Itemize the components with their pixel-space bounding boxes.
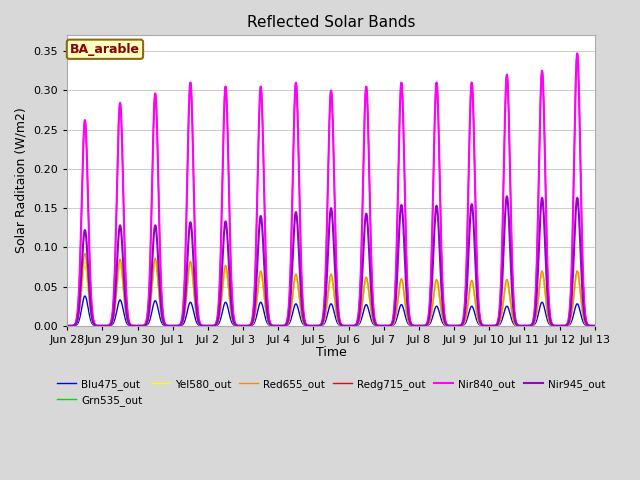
Blu475_out [81,293,89,299]
Blu475_out [529,323,536,328]
Yel580_out [152,259,159,264]
Nir840_out [528,321,536,327]
Nir945_out [63,323,71,329]
Grn535_out [63,323,71,329]
Red655_out [168,323,176,329]
Grn535_out [413,323,421,329]
Red655_out [482,323,490,329]
Line: Yel580_out: Yel580_out [67,262,595,326]
Nir945_out [180,303,188,309]
Line: Redg715_out: Redg715_out [67,53,595,326]
Redg715_out [591,323,598,329]
Red655_out [413,323,421,329]
Nir840_out [63,323,71,329]
Text: BA_arable: BA_arable [70,43,140,56]
Blu475_out [181,317,189,323]
Redg715_out [573,50,581,56]
Title: Reflected Solar Bands: Reflected Solar Bands [247,15,415,30]
Line: Nir840_out: Nir840_out [67,53,595,326]
Red655_out [240,323,248,329]
Yel580_out [482,323,490,329]
Grn535_out [240,323,248,329]
Blu475_out [413,323,421,329]
Nir840_out [240,323,248,329]
X-axis label: Time: Time [316,346,346,359]
Redg715_out [413,323,420,329]
Nir945_out [482,323,490,329]
Nir840_out [168,323,175,329]
Redg715_out [168,323,175,329]
Blu475_out [591,323,598,329]
Red655_out [181,308,189,314]
Nir840_out [591,323,598,329]
Grn535_out [591,323,598,329]
Nir945_out [240,323,248,329]
Blu475_out [482,323,490,329]
Line: Red655_out: Red655_out [67,253,595,326]
Legend: Blu475_out, Grn535_out, Yel580_out, Red655_out, Redg715_out, Nir840_out, Nir945_: Blu475_out, Grn535_out, Yel580_out, Red6… [53,374,609,410]
Redg715_out [180,277,188,283]
Red655_out [63,323,71,329]
Nir840_out [180,277,188,283]
Yel580_out [181,308,189,314]
Red655_out [81,251,89,256]
Redg715_out [528,321,536,327]
Yel580_out [168,323,176,329]
Yel580_out [63,323,71,329]
Yel580_out [529,323,536,328]
Nir945_out [591,323,598,329]
Nir945_out [529,322,536,327]
Yel580_out [591,323,598,329]
Redg715_out [240,323,248,329]
Red655_out [591,323,598,329]
Line: Grn535_out: Grn535_out [67,262,595,326]
Red655_out [529,323,536,328]
Yel580_out [413,323,421,329]
Blu475_out [240,323,248,329]
Grn535_out [529,323,536,328]
Yel580_out [240,323,248,329]
Blu475_out [63,323,71,329]
Redg715_out [482,323,490,329]
Y-axis label: Solar Raditaion (W/m2): Solar Raditaion (W/m2) [15,108,28,253]
Redg715_out [63,323,71,329]
Nir945_out [503,193,511,199]
Nir840_out [413,323,420,329]
Nir945_out [168,323,175,329]
Line: Nir945_out: Nir945_out [67,196,595,326]
Nir945_out [413,323,420,329]
Grn535_out [168,323,176,329]
Nir840_out [482,323,490,329]
Line: Blu475_out: Blu475_out [67,296,595,326]
Blu475_out [168,323,176,329]
Grn535_out [181,308,189,314]
Grn535_out [152,259,159,264]
Grn535_out [482,323,490,329]
Nir840_out [573,50,581,56]
